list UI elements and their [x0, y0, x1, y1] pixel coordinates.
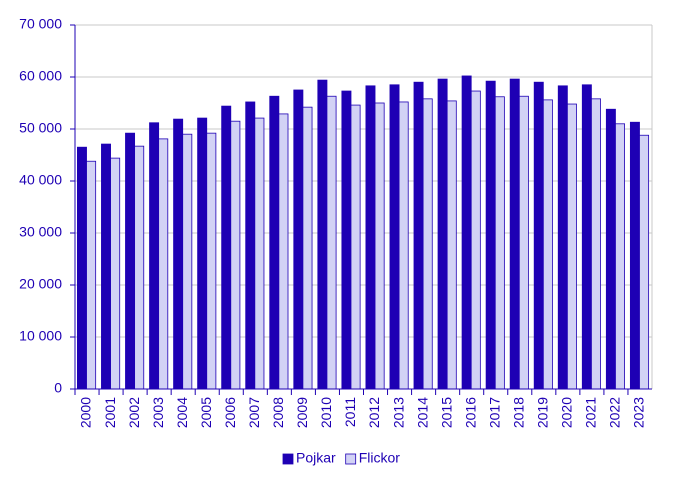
bar	[86, 160, 97, 390]
bar	[581, 84, 592, 390]
y-tick-label: 10 000	[19, 328, 62, 344]
bar	[533, 81, 544, 390]
bar	[158, 138, 169, 390]
x-tick-label: 2011	[342, 397, 358, 427]
bar	[245, 101, 256, 390]
x-tick-label: 2017	[486, 397, 502, 428]
bar	[278, 113, 289, 390]
bar	[134, 145, 145, 390]
x-tick-label: 2007	[246, 397, 262, 428]
bar	[437, 78, 448, 390]
bar	[350, 104, 361, 390]
bar	[422, 98, 433, 390]
bar	[557, 85, 568, 390]
y-tick-label: 20 000	[19, 276, 62, 292]
x-tick-label: 2013	[390, 397, 406, 428]
bar	[639, 134, 650, 390]
x-tick-label: 2004	[174, 397, 190, 428]
bar	[615, 123, 625, 390]
bar	[110, 157, 121, 390]
bar	[77, 146, 87, 390]
x-tick-label: 2002	[126, 397, 142, 428]
x-tick-label: 2003	[150, 397, 166, 428]
x-tick-label: 2000	[78, 397, 94, 428]
bar	[326, 95, 337, 390]
bar	[197, 117, 208, 390]
bar	[509, 78, 520, 390]
x-tick-label: 2022	[607, 397, 623, 428]
bar	[341, 90, 352, 390]
x-tick-label: 2012	[366, 397, 382, 428]
bar	[269, 95, 280, 390]
bar	[494, 96, 505, 390]
bar	[206, 132, 217, 390]
y-tick-label: 50 000	[19, 120, 62, 136]
x-tick-label: 2015	[438, 397, 454, 428]
y-tick-label: 70 000	[19, 16, 62, 32]
bar	[485, 80, 496, 390]
bar	[173, 118, 184, 390]
bar	[254, 117, 265, 390]
bar	[566, 103, 577, 390]
x-tick-label: 2005	[198, 397, 214, 428]
y-tick-label: 0	[54, 380, 62, 396]
bar	[446, 100, 457, 390]
bar	[182, 133, 193, 390]
bar	[629, 121, 640, 390]
bar	[398, 101, 409, 390]
x-tick-label: 2018	[510, 397, 526, 428]
x-tick-label: 2010	[318, 397, 334, 428]
bar	[125, 132, 136, 390]
bar	[221, 105, 232, 390]
bar	[317, 79, 328, 390]
y-tick-label: 60 000	[19, 68, 62, 84]
x-tick-label: 2021	[583, 397, 599, 428]
x-tick-label: 2006	[222, 397, 238, 428]
x-tick-label: 2020	[559, 397, 575, 428]
bar	[542, 99, 553, 390]
bar	[518, 95, 529, 390]
x-tick-label: 2014	[414, 397, 430, 428]
y-tick-label: 40 000	[19, 172, 62, 188]
legend-label: Flickor	[359, 450, 401, 466]
bar	[101, 143, 111, 390]
legend-swatch	[345, 453, 357, 465]
x-tick-label: 2019	[535, 397, 551, 428]
bar	[389, 84, 400, 390]
bar	[461, 75, 472, 390]
bar	[413, 81, 424, 390]
legend-swatch	[282, 453, 294, 465]
bar	[302, 106, 313, 390]
x-tick-label: 2001	[102, 397, 118, 428]
bar	[605, 108, 616, 390]
bar	[149, 122, 160, 390]
x-tick-label: 2008	[270, 397, 286, 428]
bar	[591, 98, 601, 390]
bar	[470, 90, 481, 390]
bar	[293, 89, 304, 390]
bar	[365, 85, 376, 390]
bar	[230, 120, 241, 390]
y-tick-label: 30 000	[19, 224, 62, 240]
x-tick-label: 2016	[462, 397, 478, 428]
x-tick-label: 2023	[631, 397, 647, 428]
legend-label: Pojkar	[296, 450, 336, 466]
bar	[374, 102, 385, 390]
x-tick-label: 2009	[294, 397, 310, 428]
